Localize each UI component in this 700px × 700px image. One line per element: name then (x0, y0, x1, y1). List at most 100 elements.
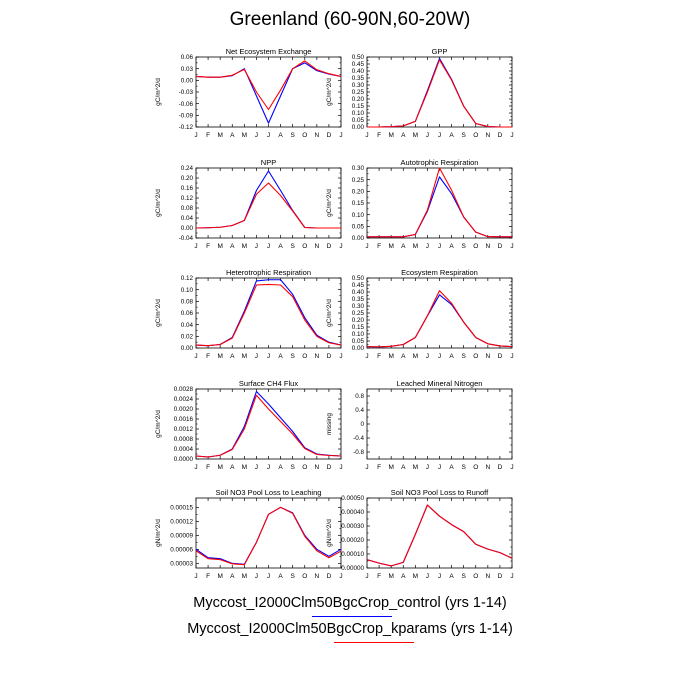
y-tick-label: 0.45 (352, 282, 365, 289)
x-tick-label: O (473, 132, 478, 139)
x-tick-label: A (449, 464, 454, 471)
x-tick-label: J (426, 243, 429, 250)
x-tick-label: F (206, 464, 210, 471)
y-tick-label: 0.45 (352, 61, 365, 68)
x-tick-label: M (388, 573, 393, 580)
x-tick-label: A (230, 243, 235, 250)
x-tick-label: N (314, 464, 319, 471)
y-tick-label: 0.00 (352, 124, 365, 131)
x-tick-label: J (438, 243, 441, 250)
y-tick-label: 0.0016 (174, 416, 194, 423)
series-line-control (366, 504, 513, 567)
y-tick-label: 0.20 (352, 189, 365, 196)
y-tick-label: 0.0024 (174, 396, 194, 403)
x-tick-label: A (230, 573, 235, 580)
x-tick-label: M (388, 132, 393, 139)
x-tick-label: M (413, 464, 418, 471)
x-tick-label: A (401, 464, 406, 471)
y-tick-label: 0.06 (181, 54, 194, 61)
series-line-kparams (195, 394, 342, 458)
y-tick-label: 0.04 (181, 322, 194, 329)
x-tick-label: J (365, 132, 368, 139)
y-tick-label: -0.12 (179, 124, 194, 131)
x-tick-label: J (438, 464, 441, 471)
y-tick-label: 0.15 (352, 324, 365, 331)
panel-title: NPP (261, 158, 276, 167)
x-tick-label: S (461, 573, 466, 580)
x-tick-label: M (413, 132, 418, 139)
y-tick-label: 0.24 (181, 165, 194, 172)
y-tick-label: 0.50 (352, 54, 365, 61)
x-tick-label: J (339, 243, 342, 250)
y-tick-label: 0.0004 (174, 446, 194, 453)
x-tick-label: O (302, 464, 307, 471)
y-tick-label: 0.20 (352, 96, 365, 103)
y-tick-label: 0.00000 (341, 565, 364, 572)
y-tick-label: -0.06 (179, 101, 194, 108)
y-tick-label: 0.30 (352, 82, 365, 89)
y-tick-label: 0.20 (352, 317, 365, 324)
series-line-control (195, 62, 342, 124)
x-tick-label: N (485, 573, 490, 580)
x-tick-label: D (327, 464, 332, 471)
y-tick-label: 0.12 (181, 195, 194, 202)
series-line-control (366, 294, 513, 348)
x-tick-label: S (290, 353, 295, 360)
series-line-control (195, 170, 341, 229)
x-tick-label: A (278, 243, 283, 250)
x-tick-label: J (194, 132, 197, 139)
x-tick-label: M (242, 243, 247, 250)
y-tick-label: -0.4 (353, 435, 364, 442)
x-tick-label: A (449, 132, 454, 139)
x-tick-label: O (302, 132, 307, 139)
x-tick-label: A (401, 573, 406, 580)
y-axis-label: gN/m^2/d (155, 519, 162, 547)
x-tick-label: M (413, 353, 418, 360)
series-line-kparams (195, 283, 342, 347)
y-tick-label: 0.00 (181, 225, 194, 232)
legend-entry-kparams: Myccost_I2000Clm50BgcCrop_kparams (yrs 1… (160, 621, 540, 637)
x-tick-label: M (413, 573, 418, 580)
x-tick-label: A (230, 353, 235, 360)
x-tick-label: J (267, 464, 270, 471)
x-tick-label: S (290, 132, 295, 139)
y-tick-label: 0.25 (352, 89, 365, 96)
y-axis-label: gC/m^2/d (326, 189, 333, 217)
series-line-control (195, 390, 342, 458)
panel-title: Surface CH4 Flux (239, 379, 298, 388)
x-tick-label: O (302, 243, 307, 250)
y-tick-label: 0.00030 (341, 523, 364, 530)
y-tick-label: -0.09 (179, 113, 194, 120)
x-tick-label: D (327, 573, 332, 580)
x-tick-label: J (339, 132, 342, 139)
x-tick-label: J (438, 353, 441, 360)
x-tick-label: O (473, 573, 478, 580)
y-tick-label: 0.15 (352, 200, 365, 207)
x-tick-label: F (377, 353, 381, 360)
x-tick-label: A (230, 464, 235, 471)
x-tick-label: J (339, 464, 342, 471)
x-tick-label: A (230, 132, 235, 139)
chart-panel: NPP gC/m^2/d 0.24 0.20 0.16 0.12 0.08 0.04 0.00 -… (155, 158, 343, 250)
y-axis-label: gC/m^2/d (155, 189, 162, 217)
y-axis-label: gC/m^2/d (155, 410, 162, 438)
x-tick-label: J (194, 353, 197, 360)
x-tick-label: J (510, 353, 513, 360)
y-tick-label: 0.05 (352, 338, 365, 345)
y-tick-label: 0.35 (352, 296, 365, 303)
chart-panel: GPPgC/m^2/d0.500.450.400.350.300.250.200… (326, 47, 514, 139)
x-tick-label: F (206, 353, 210, 360)
x-tick-label: A (278, 573, 283, 580)
chart-panel: Net Ecosystem Exchange gC/m^2/d 0.06 0.03 0.… (155, 47, 343, 139)
y-tick-label: 0.00 (352, 235, 365, 242)
y-tick-label: 0.05 (352, 117, 365, 124)
panel-title: Leached Mineral Nitrogen (397, 379, 483, 388)
x-tick-label: M (388, 353, 393, 360)
x-tick-label: A (401, 132, 406, 139)
chart-panel: Autotrophic Respiration gC/m^2/d 0.30 0.25 0… (326, 158, 514, 250)
x-tick-label: J (365, 243, 368, 250)
x-tick-label: M (217, 464, 222, 471)
chart-panel: Surface CH4 Flux gC/m^2/d 0.0028 0.0024 0.00… (155, 379, 343, 471)
y-tick-label: 0.00006 (170, 547, 193, 554)
y-tick-label: 0.8 (355, 393, 364, 400)
